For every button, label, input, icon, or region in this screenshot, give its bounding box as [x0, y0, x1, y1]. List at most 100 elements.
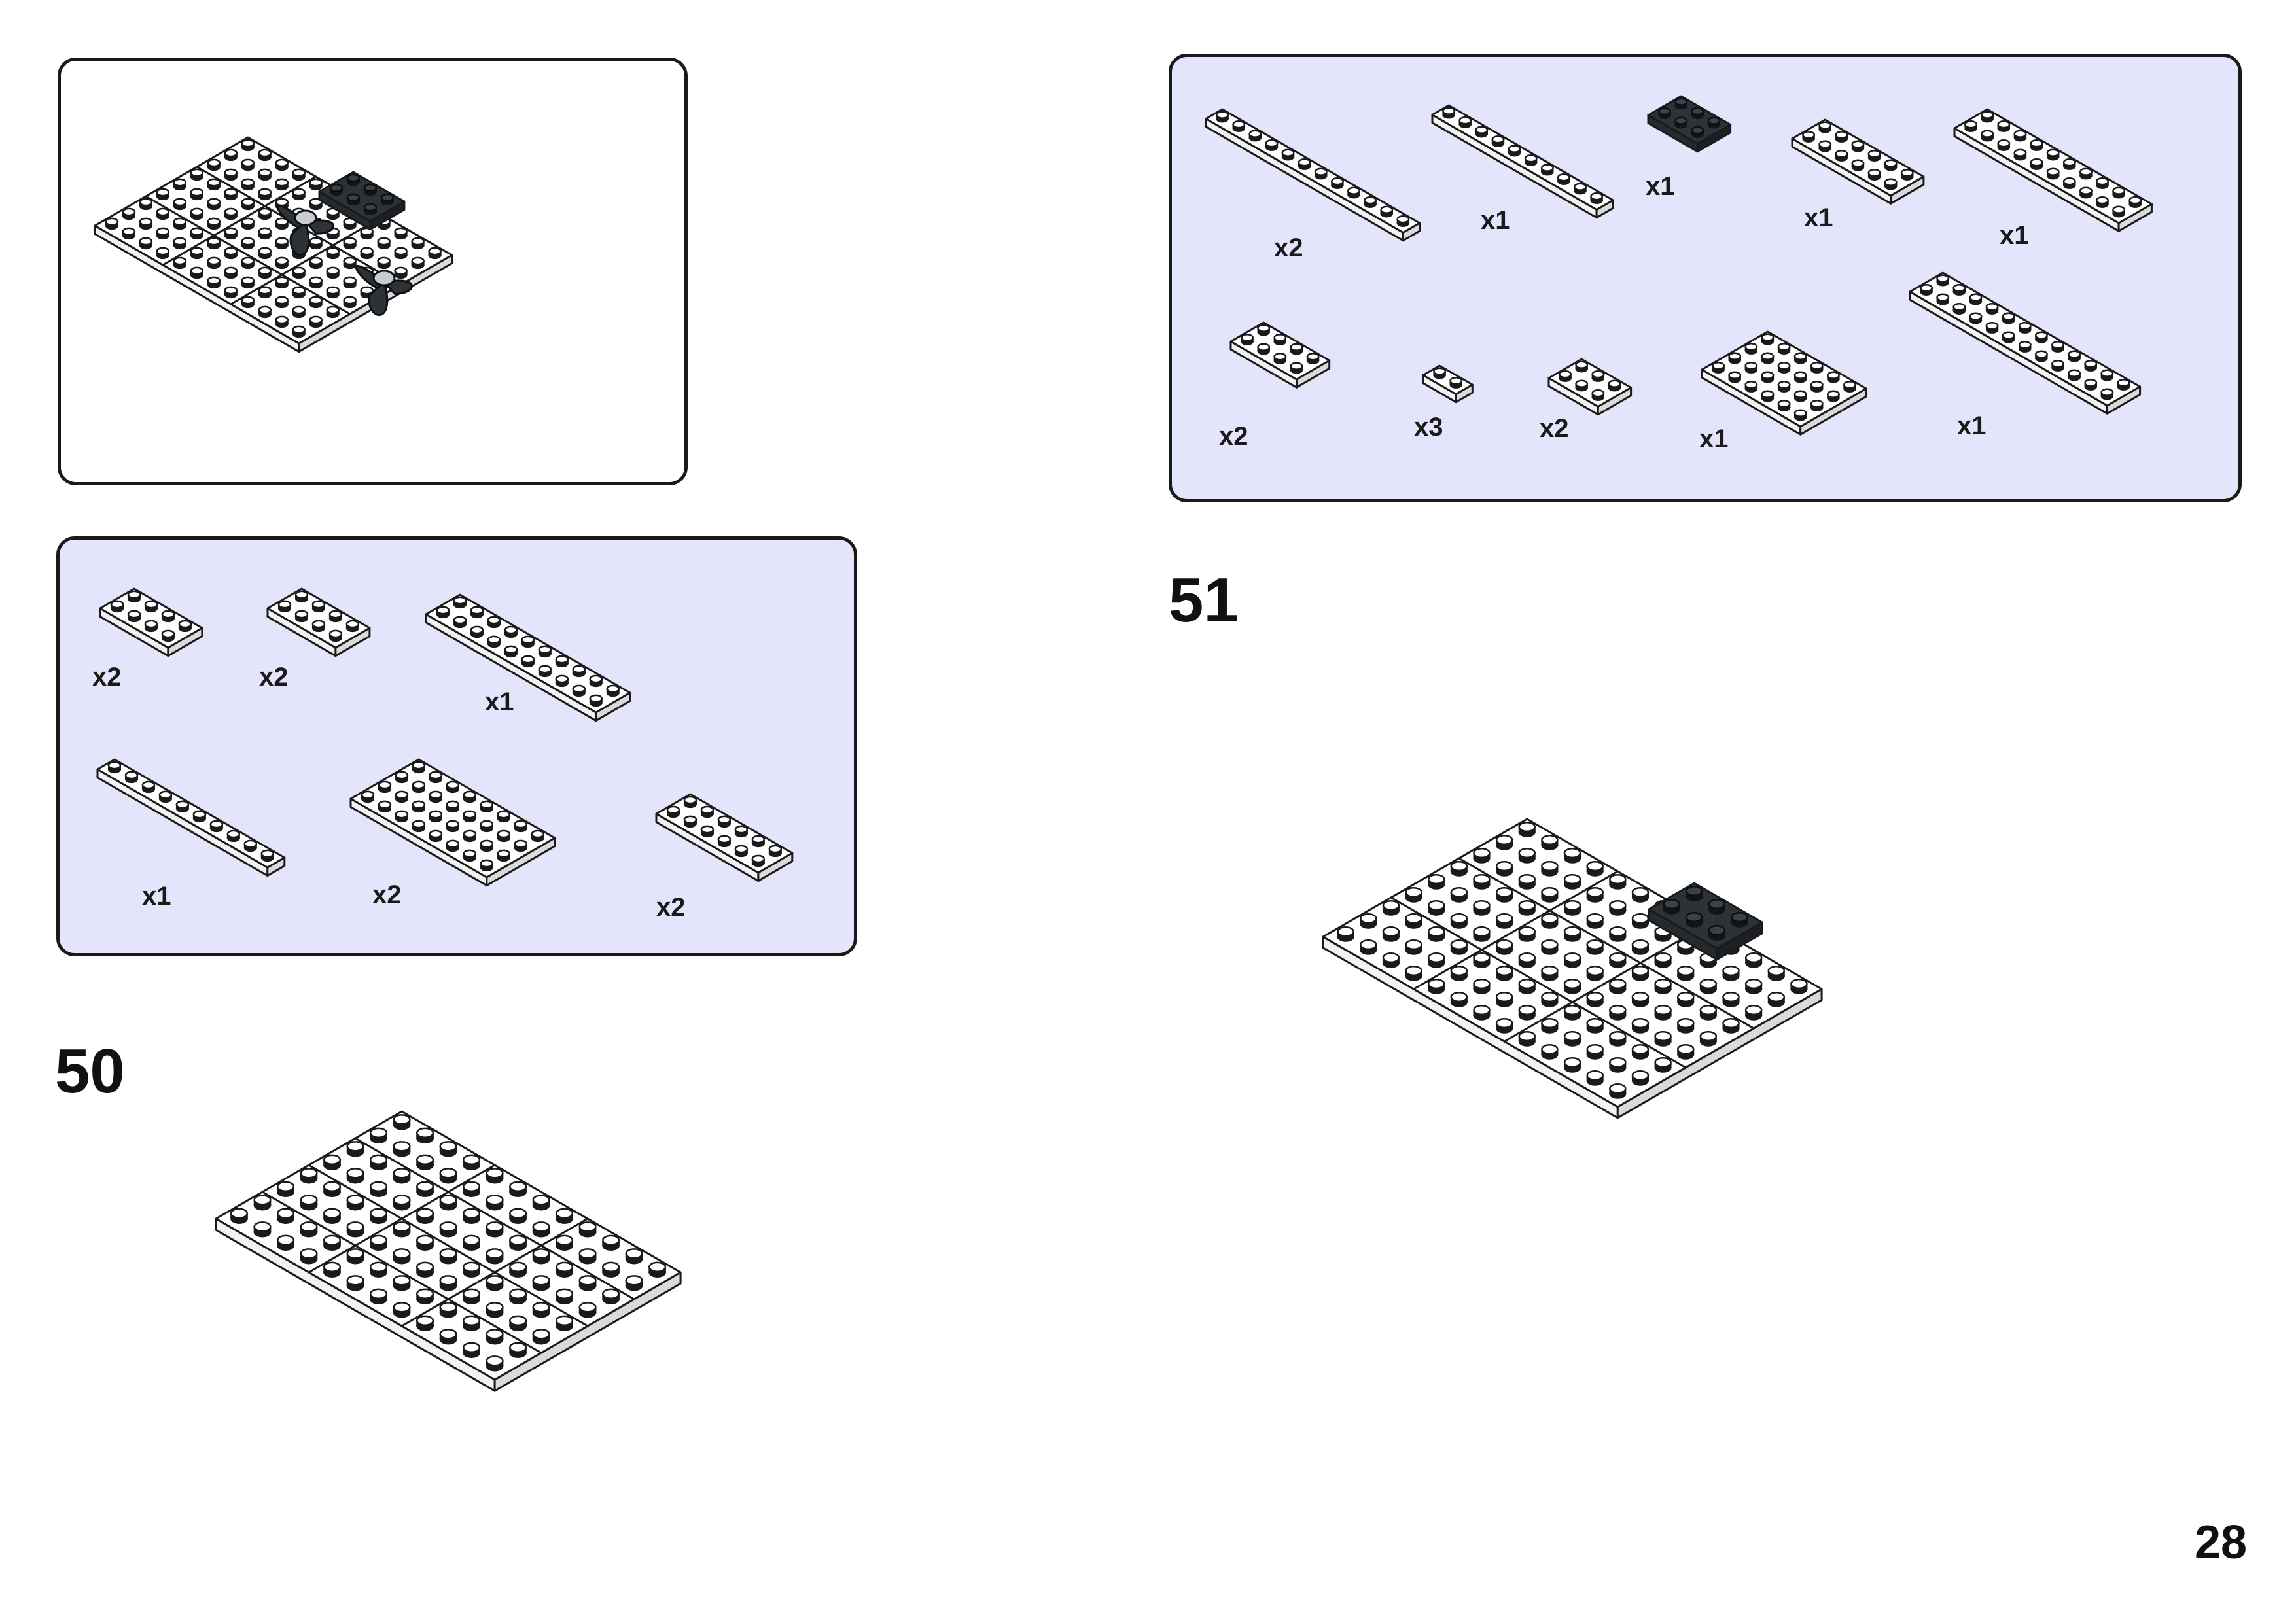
stud: [1676, 913, 1695, 929]
stud: [139, 198, 153, 211]
stud: [1699, 1004, 1718, 1021]
stud: [1676, 1043, 1695, 1060]
stud: [260, 849, 275, 862]
stud: [2084, 379, 2098, 391]
stud: [1707, 116, 1721, 129]
stud: [556, 1288, 574, 1304]
stud: [258, 188, 272, 201]
part-quantity: x1: [1804, 203, 1833, 232]
stud: [734, 845, 749, 858]
stud: [2112, 205, 2126, 218]
part-quantity: x2: [656, 893, 686, 922]
stud: [1676, 939, 1695, 955]
stud: [1793, 371, 1807, 383]
stud: [1475, 126, 1489, 138]
stud: [1826, 390, 1840, 402]
part-quantity: x1: [1646, 172, 1675, 201]
stud: [190, 266, 204, 279]
stud: [1793, 409, 1807, 421]
stud: [1609, 952, 1627, 968]
stud: [602, 1234, 620, 1251]
stud: [556, 1234, 574, 1251]
finished-base-preview-icon: [94, 136, 453, 353]
plate-2x4-icon: [266, 587, 371, 657]
stud: [393, 1114, 411, 1130]
stud: [1563, 847, 1581, 864]
stud: [190, 207, 204, 220]
stud: [1631, 939, 1650, 955]
stud: [275, 256, 289, 270]
part-quantity: x1: [485, 688, 514, 716]
stud: [1273, 334, 1287, 345]
stud: [1708, 924, 1726, 941]
plate-2x12-icon: [1909, 271, 2142, 415]
stud: [1826, 371, 1840, 383]
stud: [393, 1168, 411, 1184]
stud: [1609, 873, 1627, 890]
stud: [292, 168, 306, 181]
stud: [173, 237, 187, 250]
stud: [416, 1288, 434, 1304]
stud: [1728, 352, 1742, 364]
stud: [1691, 107, 1704, 119]
stud: [1382, 926, 1400, 942]
stud: [207, 256, 221, 270]
stud: [2062, 158, 2076, 170]
stud: [1541, 939, 1559, 955]
parts-list-step-50: x2 x2 x1 x1 x2 x2: [56, 536, 857, 956]
stud: [1257, 343, 1271, 355]
stud: [276, 1234, 295, 1251]
stud: [190, 188, 204, 201]
stud: [1232, 120, 1246, 132]
stud: [323, 1154, 342, 1170]
stud: [1563, 1004, 1581, 1021]
stud: [411, 237, 425, 250]
stud: [578, 1275, 597, 1291]
stud: [326, 247, 340, 260]
stud: [1347, 186, 1360, 199]
stud: [2100, 369, 2114, 381]
stud: [328, 610, 343, 623]
stud: [1722, 939, 1740, 955]
stud: [509, 1208, 527, 1224]
stud: [1541, 834, 1559, 850]
plate-1x10-icon: [96, 758, 286, 877]
stud: [1360, 913, 1377, 929]
stud: [2046, 167, 2060, 180]
stud: [1790, 978, 1808, 994]
stud: [1442, 107, 1456, 119]
stud: [395, 790, 409, 803]
stud: [446, 839, 460, 852]
stud: [144, 600, 158, 613]
stud: [439, 1248, 457, 1265]
stud: [343, 256, 357, 270]
stud: [369, 1181, 388, 1197]
stud: [700, 805, 715, 818]
stud: [1337, 926, 1354, 942]
plate-base-assembly-icon: [1322, 818, 1823, 1119]
stud: [1744, 381, 1758, 393]
step-number: 51: [1169, 565, 1239, 635]
stud: [412, 761, 426, 774]
stud: [2034, 350, 2048, 362]
stud: [346, 1248, 364, 1265]
stud: [258, 227, 272, 240]
stud: [1767, 991, 1786, 1007]
stud: [1835, 131, 1848, 143]
stud: [110, 600, 124, 613]
stud: [532, 1302, 550, 1318]
plate-1x10-icon: [1431, 104, 1614, 219]
stud: [1495, 913, 1513, 929]
stud: [531, 829, 545, 843]
stud: [578, 1248, 597, 1265]
stud: [275, 296, 289, 309]
stud: [453, 616, 467, 629]
plate-2x10-icon: [425, 593, 631, 722]
stud: [1658, 107, 1672, 119]
stud: [439, 1329, 457, 1345]
stud: [122, 207, 136, 220]
stud: [1563, 1030, 1581, 1047]
stud: [1744, 952, 1763, 968]
plate-1x12-icon: [1205, 108, 1421, 242]
stud: [122, 227, 136, 240]
